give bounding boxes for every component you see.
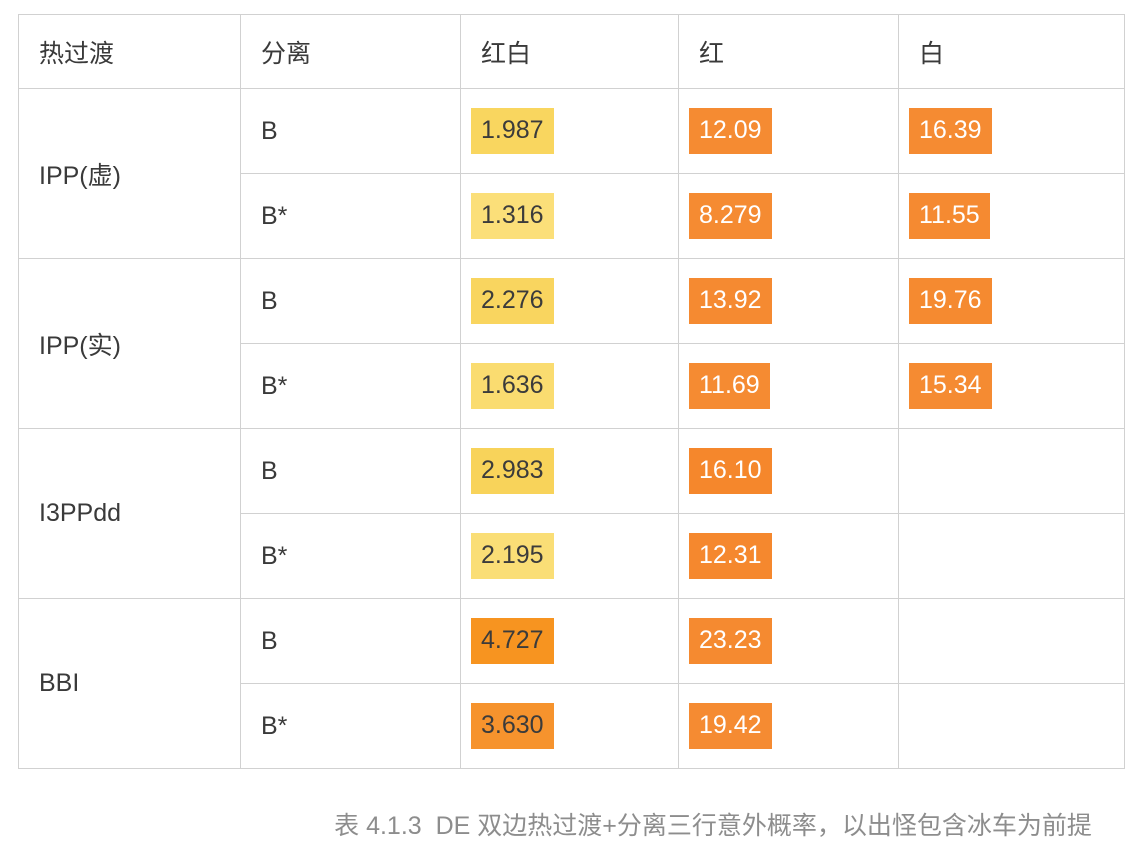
col-header-thermal-transition: 热过渡 (18, 14, 241, 89)
value-chip: 11.69 (689, 363, 770, 409)
value-chip: 16.39 (909, 108, 992, 154)
value-cell-red: 16.10 (678, 428, 899, 514)
value-chip: 2.276 (471, 278, 554, 324)
table-row: B* 3.630 19.42 (19, 683, 1125, 769)
value-cell-empty (898, 683, 1125, 769)
probability-table: 热过渡 分离 红白 红 白 IPP(虚) B 1.987 12.09 16.39… (18, 14, 1125, 769)
row-group-label-i3ppdd: I3PPdd (18, 428, 241, 599)
value-cell-red-white: 1.987 (460, 88, 679, 174)
table-row: IPP(虚) B 1.987 12.09 16.39 (18, 88, 1125, 259)
value-cell-red: 19.42 (678, 683, 899, 769)
table-row: IPP(实) B 2.276 13.92 19.76 (18, 258, 1125, 429)
table-row: B* 2.195 12.31 (19, 513, 1125, 599)
value-chip: 15.34 (909, 363, 992, 409)
value-chip: 19.76 (909, 278, 992, 324)
value-chip: 11.55 (909, 193, 990, 239)
value-cell-white: 11.55 (898, 173, 1125, 259)
value-chip: 12.31 (689, 533, 772, 579)
value-chip: 13.92 (689, 278, 772, 324)
value-chip: 3.630 (471, 703, 554, 749)
value-cell-empty (898, 598, 1125, 684)
separation-cell: B* (240, 513, 461, 599)
row-group-label-bbi: BBI (18, 598, 241, 769)
separation-cell: B (240, 428, 461, 514)
separation-cell: B (240, 258, 461, 344)
value-chip: 2.195 (471, 533, 554, 579)
value-cell-red: 12.09 (678, 88, 899, 174)
value-cell-empty (898, 428, 1125, 514)
value-cell-white: 19.76 (898, 258, 1125, 344)
table-row: BBI B 4.727 23.23 (18, 598, 1125, 769)
row-group-label-ipp-xu: IPP(虚) (18, 88, 241, 259)
value-cell-red-white: 2.276 (460, 258, 679, 344)
table-row: B* 1.636 11.69 15.34 (19, 343, 1125, 429)
value-cell-red-white: 3.630 (460, 683, 679, 769)
value-cell-red: 12.31 (678, 513, 899, 599)
value-cell-red-white: 2.983 (460, 428, 679, 514)
value-cell-red-white: 4.727 (460, 598, 679, 684)
separation-cell: B* (240, 343, 461, 429)
value-cell-red-white: 1.636 (460, 343, 679, 429)
table-row: B* 1.316 8.279 11.55 (19, 173, 1125, 259)
value-chip: 4.727 (471, 618, 554, 664)
col-header-separation: 分离 (240, 14, 461, 89)
value-chip: 8.279 (689, 193, 772, 239)
col-header-white: 白 (898, 14, 1125, 89)
value-chip: 23.23 (689, 618, 772, 664)
header-row: 热过渡 分离 红白 红 白 (18, 14, 1125, 89)
value-chip: 2.983 (471, 448, 554, 494)
value-cell-empty (898, 513, 1125, 599)
value-cell-red-white: 2.195 (460, 513, 679, 599)
value-cell-red: 13.92 (678, 258, 899, 344)
value-cell-white: 15.34 (898, 343, 1125, 429)
value-cell-red: 11.69 (678, 343, 899, 429)
table-row: I3PPdd B 2.983 16.10 (18, 428, 1125, 599)
value-chip: 1.987 (471, 108, 554, 154)
value-cell-red-white: 1.316 (460, 173, 679, 259)
separation-cell: B (240, 598, 461, 684)
value-chip: 1.316 (471, 193, 554, 239)
value-chip: 12.09 (689, 108, 772, 154)
value-cell-red: 23.23 (678, 598, 899, 684)
col-header-red-white: 红白 (460, 14, 679, 89)
value-cell-red: 8.279 (678, 173, 899, 259)
separation-cell: B (240, 88, 461, 174)
table-caption: 表 4.1.3 DE 双边热过渡+分离三行意外概率，以出怪包含冰车为前提 (334, 812, 1092, 840)
value-cell-white: 16.39 (898, 88, 1125, 174)
row-group-label-ipp-shi: IPP(实) (18, 258, 241, 429)
separation-cell: B* (240, 173, 461, 259)
value-chip: 1.636 (471, 363, 554, 409)
value-chip: 19.42 (689, 703, 772, 749)
separation-cell: B* (240, 683, 461, 769)
value-chip: 16.10 (689, 448, 772, 494)
col-header-red: 红 (678, 14, 899, 89)
